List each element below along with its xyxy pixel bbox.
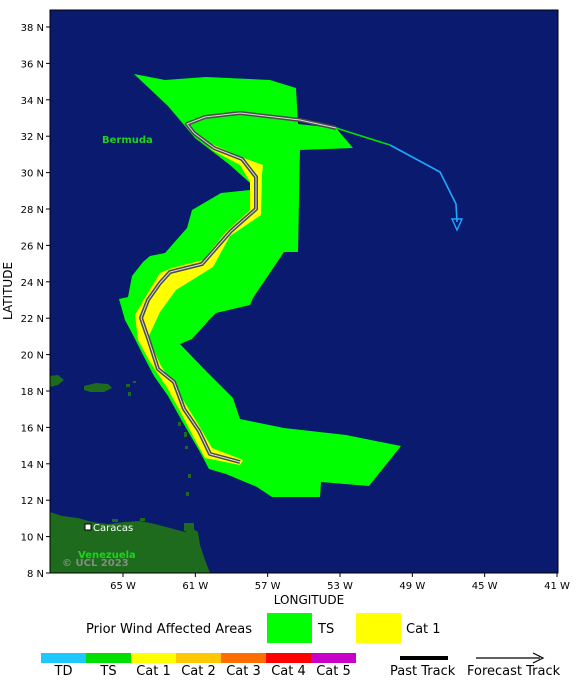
scale-swatch — [41, 653, 86, 663]
scale-label: TD — [54, 664, 73, 679]
land-hispaniola — [50, 375, 64, 387]
legend-area-ts-label: TS — [317, 622, 334, 637]
x-tick-label: 41 W — [544, 581, 570, 592]
y-tick-label: 20 N — [21, 351, 44, 362]
x-axis-title: LONGITUDE — [274, 593, 344, 607]
y-tick-label: 28 N — [21, 205, 44, 216]
legend-swatch-cat1 — [356, 613, 401, 643]
scale-swatch — [266, 653, 311, 663]
y-tick-label: 32 N — [21, 132, 44, 143]
scale-label: Cat 2 — [181, 664, 216, 679]
x-tick-label: 53 W — [327, 581, 353, 592]
label-venezuela: Venezuela — [78, 550, 136, 561]
scale-label: Cat 5 — [316, 664, 351, 679]
y-tick-label: 10 N — [21, 533, 44, 544]
legend-forecast-track-label: Forecast Track — [467, 664, 561, 679]
y-tick-label: 12 N — [21, 496, 44, 507]
past-track — [139, 111, 337, 464]
x-axis-ticks: 65 W 61 W 57 W 53 W 49 W 45 W 41 W — [110, 573, 570, 592]
watermark: © UCL 2023 — [62, 558, 129, 569]
x-tick-label: 45 W — [472, 581, 498, 592]
forecast-track — [335, 127, 464, 232]
scale-swatch — [86, 653, 131, 663]
forecast-arrow-icon — [450, 218, 464, 232]
x-tick-label: 57 W — [255, 581, 281, 592]
y-tick-label: 22 N — [21, 314, 44, 325]
y-tick-label: 34 N — [21, 96, 44, 107]
x-tick-label: 61 W — [182, 581, 208, 592]
y-tick-label: 30 N — [21, 169, 44, 180]
scale-label: Cat 3 — [226, 664, 261, 679]
land-puerto-rico — [84, 383, 112, 392]
legend-arrow-icon — [532, 652, 545, 664]
legend-past-track-label: Past Track — [390, 664, 456, 679]
scale-label: Cat 1 — [136, 664, 171, 679]
y-tick-label: 24 N — [21, 278, 44, 289]
scale-swatch — [311, 653, 356, 663]
legend-area-cat1-label: Cat 1 — [406, 622, 441, 637]
y-tick-label: 14 N — [21, 460, 44, 471]
cat1-wind-area — [135, 130, 263, 465]
y-tick-label: 18 N — [21, 387, 44, 398]
legend-areas-title: Prior Wind Affected Areas — [86, 622, 252, 637]
y-axis-title: LATITUDE — [1, 262, 15, 320]
x-tick-label: 49 W — [399, 581, 425, 592]
y-tick-label: 16 N — [21, 423, 44, 434]
label-bermuda: Bermuda — [102, 135, 153, 146]
y-tick-label: 38 N — [21, 23, 44, 34]
y-tick-label: 36 N — [21, 59, 44, 70]
label-caracas: Caracas — [93, 523, 133, 534]
y-tick-label: 26 N — [21, 241, 44, 252]
scale-swatch — [221, 653, 266, 663]
y-tick-label: 8 N — [27, 569, 44, 580]
caracas-marker-icon — [84, 523, 92, 531]
scale-swatch — [131, 653, 176, 663]
x-tick-label: 65 W — [110, 581, 136, 592]
legend-swatch-ts — [267, 613, 312, 643]
scale-label: Cat 4 — [271, 664, 306, 679]
intensity-scale: TD TS Cat 1 Cat 2 Cat 3 Cat 4 Cat 5 — [41, 653, 356, 679]
ts-wind-area — [119, 74, 401, 497]
scale-label: TS — [99, 664, 116, 679]
scale-swatch — [176, 653, 221, 663]
map-frame — [49, 9, 559, 574]
y-axis-ticks: 38 N 36 N 34 N 32 N 30 N 28 N 26 N 24 N 22 N 20 N… — [21, 23, 50, 580]
